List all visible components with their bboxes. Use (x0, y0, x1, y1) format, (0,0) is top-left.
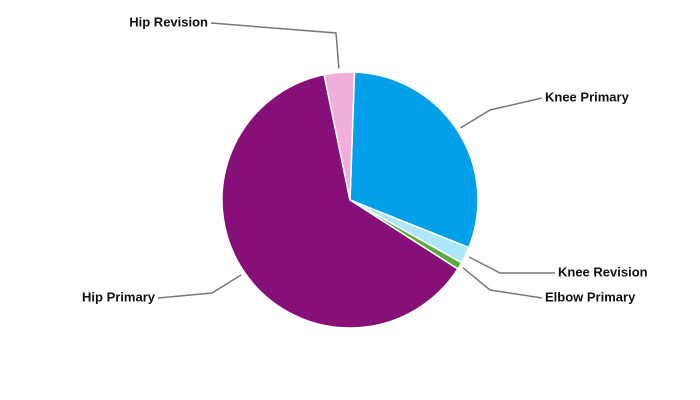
slice-label: Knee Primary (545, 89, 630, 104)
slice-label: Elbow Primary (545, 289, 636, 304)
slice-label: Knee Revision (558, 264, 648, 279)
leader-line (468, 256, 555, 274)
pie-slice (323, 71, 356, 201)
slice-label: Hip Revision (129, 14, 208, 29)
slice-label: Hip Primary (82, 289, 156, 304)
leader-line (210, 22, 340, 69)
leader-line (462, 267, 543, 299)
pie-slice (349, 71, 479, 249)
leader-line (157, 274, 242, 299)
pie-slice (221, 73, 459, 329)
leader-line (460, 97, 543, 129)
